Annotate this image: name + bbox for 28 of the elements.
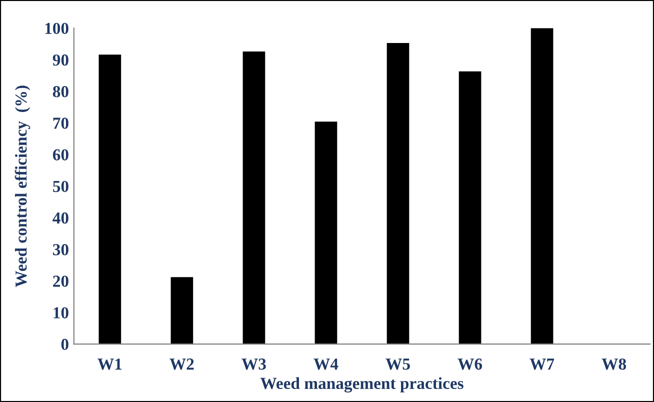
y-tick-label: 40 xyxy=(52,212,68,224)
bar xyxy=(170,277,194,344)
x-tick-label: W3 xyxy=(242,358,266,370)
bar xyxy=(98,54,122,344)
x-tick-label: W6 xyxy=(458,358,482,370)
bar xyxy=(530,28,554,344)
y-tick-label: 70 xyxy=(53,118,68,129)
y-tick-label: 10 xyxy=(54,307,68,318)
bar xyxy=(458,71,482,344)
x-axis-title: Weed management practices xyxy=(260,377,464,393)
y-axis-title: Weed control efficiency (%) xyxy=(14,86,30,288)
bar xyxy=(314,122,338,344)
x-tick-label: W7 xyxy=(530,358,554,370)
x-tick-label: W8 xyxy=(602,358,626,370)
x-tick-label: W2 xyxy=(170,358,194,370)
bar xyxy=(386,42,410,344)
y-tick-label: 50 xyxy=(53,180,68,192)
y-tick-label: 20 xyxy=(53,276,68,287)
y-tick-label: 90 xyxy=(52,54,68,66)
y-tick-label: 80 xyxy=(52,86,68,98)
y-tick-label: 0 xyxy=(61,338,68,350)
y-tick-label: 60 xyxy=(52,149,68,160)
x-tick-label: W4 xyxy=(314,358,338,370)
y-tick-label: 30 xyxy=(53,244,68,256)
x-tick-label: W5 xyxy=(386,358,410,370)
y-tick-label: 100 xyxy=(45,22,68,34)
bar xyxy=(242,52,266,344)
x-tick-label: W1 xyxy=(98,358,122,370)
